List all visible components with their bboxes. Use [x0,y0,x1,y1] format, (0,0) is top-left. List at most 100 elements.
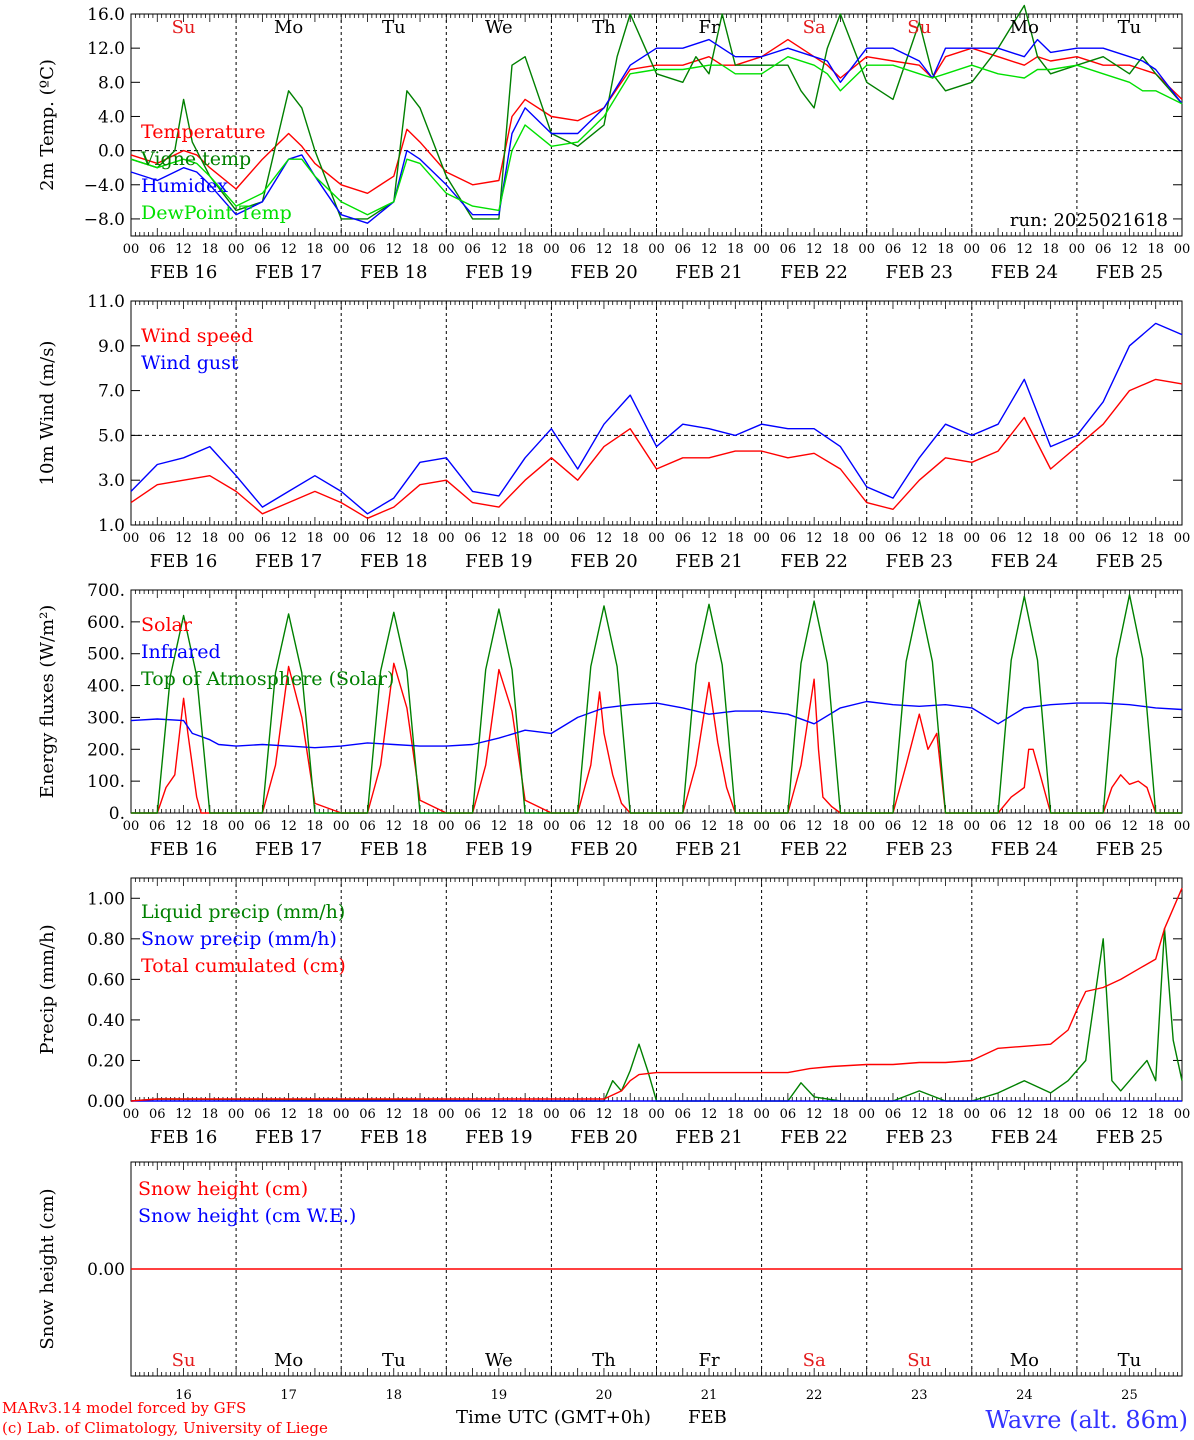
weekday-label: Th [592,17,616,38]
hour-tick-label: 12 [806,819,823,834]
y-axis-label: Snow height (cm) [37,1188,58,1349]
weekday-label: Sa [803,1350,826,1371]
footer-axis-title: Time UTC (GMT+0h) [456,1407,651,1428]
hour-tick-label: 00 [858,531,875,546]
hour-tick-label: 18 [727,242,744,257]
hour-tick-label: 06 [1095,242,1112,257]
panel-5: 0.00 Snow height (cm) Snow height (cm) Snow… [37,1161,1183,1403]
series-line [130,322,1183,515]
date-label: FEB 21 [675,262,742,283]
hour-tick-label: 06 [149,819,166,834]
date-label: FEB 25 [1096,1127,1163,1148]
date-label: FEB 19 [465,839,532,860]
hour-tick-label: 00 [753,242,770,257]
hour-tick-label: 06 [149,1107,166,1122]
y-axis-label: Precip (mm/h) [37,924,58,1054]
hour-tick-label: 06 [464,1107,481,1122]
hour-tick-label: 06 [675,531,692,546]
hour-tick-label: 18 [937,819,954,834]
weekday-label: Sa [803,17,826,38]
hour-tick-label: 18 [412,242,429,257]
legend-entry: Wind gust [141,352,239,374]
hour-tick-label: 00 [858,819,875,834]
hour-tick-label: 06 [675,242,692,257]
hour-tick-label: 06 [990,819,1007,834]
legend-entry: Vigne temp [140,148,251,170]
hour-tick-label: 00 [964,531,981,546]
hour-tick-label: 06 [359,531,376,546]
hour-tick-label: 06 [359,1107,376,1122]
legend-entry: Humidex [141,175,228,197]
hour-tick-label: 18 [832,1107,849,1122]
hour-tick-label: 12 [385,242,402,257]
hour-tick-label: 06 [149,242,166,257]
hour-tick-label: 06 [569,531,586,546]
panel-1: −8.0 −4.0 0.0 4.0 8.0 12.0 16.0 2m Temp. (ºC) Te… [37,4,1190,283]
hour-tick-label: 12 [806,1107,823,1122]
day-number-label: 17 [280,1388,297,1403]
hour-tick-label: 18 [202,242,219,257]
hour-tick-label: 06 [885,819,902,834]
hour-tick-label: 00 [333,1107,350,1122]
y-axis-label: 10m Wind (m/s) [37,341,58,486]
hour-tick-label: 06 [990,242,1007,257]
hour-tick-label: 06 [780,242,797,257]
date-label: FEB 25 [1096,262,1163,283]
hour-tick-label: 18 [1042,819,1059,834]
y-tick-label: −8.0 [84,210,125,230]
hour-tick-label: 12 [596,242,613,257]
hour-tick-label: 06 [149,531,166,546]
date-label: FEB 18 [360,262,427,283]
hour-tick-label: 06 [359,242,376,257]
hour-tick-label: 06 [990,1107,1007,1122]
hour-tick-label: 06 [254,531,271,546]
hour-tick-label: 00 [123,242,140,257]
hour-tick-label: 12 [1121,819,1138,834]
y-tick-label: 0.60 [87,970,125,990]
hour-tick-label: 18 [202,531,219,546]
hour-tick-label: 00 [753,531,770,546]
hour-tick-label: 00 [543,819,560,834]
legend-entry: Top of Atmosphere (Solar) [141,668,394,690]
day-number-label: 23 [911,1388,928,1403]
hour-tick-label: 12 [175,1107,192,1122]
hour-tick-label: 06 [569,819,586,834]
hour-tick-label: 18 [412,531,429,546]
weekday-label: Su [907,1350,931,1371]
hour-tick-label: 00 [1069,1107,1086,1122]
series-line [130,4,1183,220]
hour-tick-label: 12 [701,531,718,546]
date-label: FEB 20 [570,262,637,283]
panel-3: 0. 100. 200. 300. 400. 500. 600. 700. Energy flu… [37,581,1190,860]
panel-2: 1.0 3.0 5.0 7.0 9.0 11.0 10m Wind (m/s) Wind sp… [37,292,1190,572]
hour-tick-label: 18 [307,1107,324,1122]
series-line [130,887,1183,1102]
y-tick-label: 11.0 [87,292,125,312]
date-label: FEB 22 [780,262,847,283]
run-label: run: 2025021618 [1010,210,1168,231]
hour-tick-label: 00 [333,242,350,257]
hour-tick-label: 00 [228,819,245,834]
hour-tick-label: 12 [1016,819,1033,834]
weekday-label: Tu [382,17,406,38]
day-number-label: 20 [596,1388,613,1403]
y-tick-label: 0.00 [87,1092,125,1112]
hour-tick-label: 00 [753,819,770,834]
hour-tick-label: 00 [1174,531,1191,546]
hour-tick-label: 06 [254,819,271,834]
hour-tick-label: 18 [622,819,639,834]
hour-tick-label: 18 [307,242,324,257]
hour-tick-label: 00 [543,531,560,546]
hour-tick-label: 00 [543,1107,560,1122]
hour-tick-label: 12 [280,1107,297,1122]
y-tick-label: 7.0 [98,382,125,402]
weekday-label: Fr [699,17,720,38]
plot-frame [130,589,1183,814]
hour-tick-label: 06 [780,819,797,834]
y-tick-label: 700. [87,581,125,601]
hour-tick-label: 18 [1147,242,1164,257]
panel-4: 0.00 0.20 0.40 0.60 0.80 1.00 Precip (mm/h) Liq… [37,877,1190,1148]
hour-tick-label: 06 [359,819,376,834]
hour-tick-label: 06 [1095,531,1112,546]
